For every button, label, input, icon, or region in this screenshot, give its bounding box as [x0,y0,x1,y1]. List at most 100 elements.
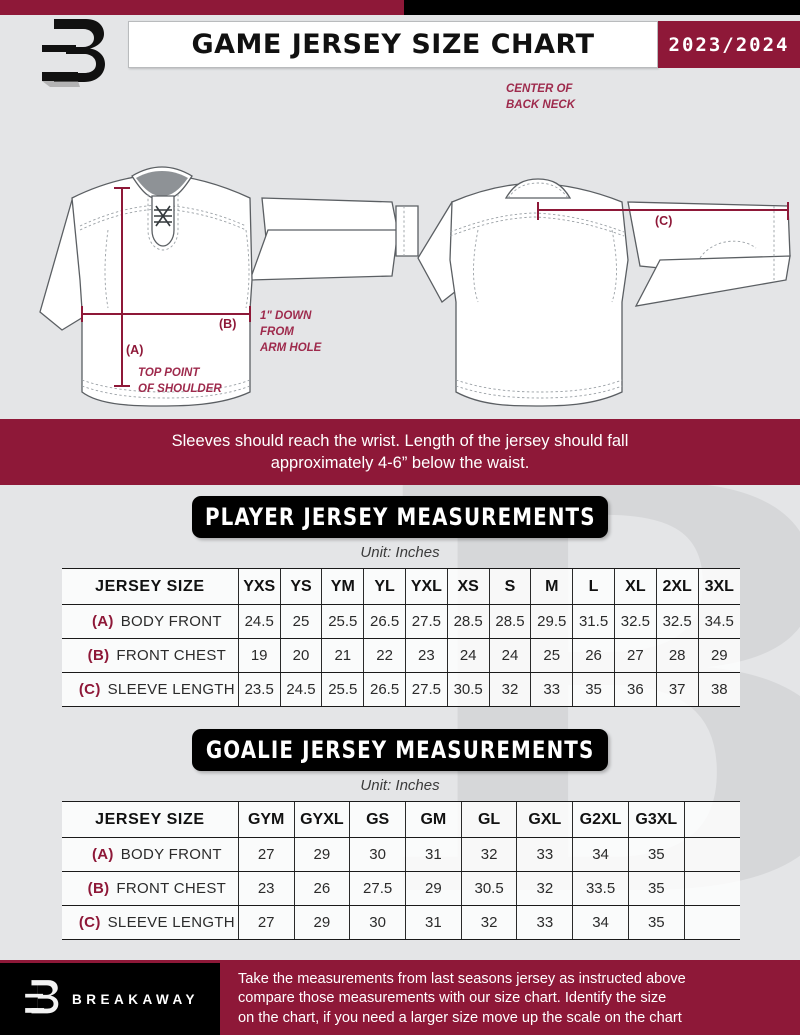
goalie-unit-label: Unit: Inches [360,777,440,794]
measurement-cell: 32 [460,905,517,940]
measurement-row-label: (C) SLEEVE LENGTH [62,905,239,940]
measurement-cell: 31 [405,905,462,940]
footer-instructions: Take the measurements from last seasons … [220,963,800,1035]
measurement-cell: 23.5 [237,672,281,707]
measurement-cell: 35 [627,871,685,906]
measurement-row-label: (C) SLEEVE LENGTH [62,672,239,707]
size-column-header-gym: GYM [237,801,295,838]
measurement-cell: 36 [613,672,657,707]
measurement-row: (B) FRONT CHEST 19 20 21 22 23 24 24 25 26 27 28 29 [62,638,740,673]
measurement-cell: 25 [530,638,573,673]
size-column-header-ym: YM [321,568,364,605]
measurement-row-label: (A) BODY FRONT [62,837,239,872]
measurement-cell: 29 [697,638,740,673]
measurement-cell: 29 [293,905,350,940]
measurement-cell: 27.5 [349,871,406,906]
measurement-marker: (B) [87,647,110,664]
measurement-cell: 30 [349,905,406,940]
player-section: PLAYER JERSEY MEASUREMENTS Unit: Inches … [0,496,800,707]
marker-a-note-1: TOP POINT [138,367,200,379]
measurement-cell: 20 [279,638,322,673]
marker-b-note-1: 1" DOWN [260,310,312,322]
size-column-header-2xl: 2XL [655,568,699,605]
goalie-table-wrap: JERSEY SIZE GYM GYXL GS GM GL GXL G2XL G3XL (A) B… [62,801,740,940]
size-column-header-empty [683,801,740,838]
goalie-section: GOALIE JERSEY MEASUREMENTS Unit: Inches … [0,729,800,940]
measurement-cell: 28.5 [488,604,531,639]
player-section-heading: PLAYER JERSEY MEASUREMENTS [192,496,608,538]
measurement-cell: 33 [530,672,573,707]
dimension-line-b [81,306,251,322]
row-header-label: JERSEY SIZE [62,568,239,605]
size-column-header-3xl: 3XL [697,568,740,605]
size-column-header-yxs: YXS [237,568,281,605]
breakaway-logo-footer-icon [22,975,62,1024]
measurement-row-label: (A) BODY FRONT [62,604,239,639]
measurement-marker: (A) [91,846,114,863]
goalie-table-header-row: JERSEY SIZE GYM GYXL GS GM GL GXL G2XL G3XL [62,801,740,838]
measurement-cell: 33 [516,905,573,940]
size-column-header-g2xl: G2XL [572,801,629,838]
note-line-1: Sleeves should reach the wrist. Length o… [171,431,629,450]
dimension-line-a [114,187,130,387]
measurement-cell: 35 [627,905,685,940]
measurement-cell: 32 [488,672,531,707]
marker-a-label: (A) [126,343,143,357]
measurement-cell: 32.5 [613,604,657,639]
measurement-cell: 25 [279,604,322,639]
measurement-cell: 27 [613,638,657,673]
player-measurement-table: JERSEY SIZE YXS YS YM YL YXL XS S M L XL 2XL 3XL (A)… [62,568,740,707]
size-column-header-gl: GL [460,801,517,838]
measurement-cell: 35 [627,837,685,872]
measurement-cell: 31.5 [572,604,615,639]
size-column-header-xl: XL [613,568,657,605]
measurement-cell: 24.5 [237,604,281,639]
jersey-diagram: .ol{fill:#ffffff;stroke:#5b5f63;stroke-w… [0,80,800,416]
measurement-cell: 38 [697,672,740,707]
goalie-section-heading: GOALIE JERSEY MEASUREMENTS [192,729,608,771]
size-column-header-yxl: YXL [404,568,448,605]
page-title-box: GAME JERSEY SIZE CHART [128,21,658,68]
measurement-cell: 24.5 [279,672,322,707]
measurement-cell: 23 [404,638,448,673]
sleeve-length-note: Sleeves should reach the wrist. Length o… [0,419,800,485]
measurement-cell: 27 [237,905,295,940]
player-table-wrap: JERSEY SIZE YXS YS YM YL YXL XS S M L XL 2XL 3XL (A)… [62,568,740,707]
size-column-header-l: L [572,568,615,605]
jersey-back-illustration [395,178,791,407]
player-heading-text: PLAYER JERSEY MEASUREMENTS [204,503,596,531]
jersey-front-illustration [39,166,399,407]
measurement-cell: 26.5 [363,604,406,639]
measurement-cell: 32 [516,871,573,906]
marker-b-note-3: ARM HOLE [259,342,322,354]
measurement-cell: 32.5 [655,604,699,639]
measurement-cell: 24 [446,638,490,673]
footer-accent-line [0,960,800,963]
size-column-header-g3xl: G3XL [627,801,685,838]
measurement-row-label: (B) FRONT CHEST [62,638,239,673]
measurement-cell: 19 [237,638,281,673]
measurement-cell: 34.5 [697,604,740,639]
row-header-label: JERSEY SIZE [62,801,239,838]
measurement-cell: 29 [405,871,462,906]
back-neck-note-2: BACK NECK [506,99,576,111]
measurement-marker: (C) [78,681,101,698]
top-strip-maroon [0,0,404,15]
dimension-line-c [537,202,789,220]
size-column-header-s: S [488,568,531,605]
measurement-cell: 33.5 [572,871,629,906]
measurement-cell: 28 [655,638,699,673]
measurement-cell: 25.5 [321,672,364,707]
measurement-cell: 23 [237,871,295,906]
measurement-cell [683,871,740,906]
goalie-measurement-table: JERSEY SIZE GYM GYXL GS GM GL GXL G2XL G3XL (A) B… [62,801,740,940]
goalie-heading-text: GOALIE JERSEY MEASUREMENTS [205,736,595,764]
page-footer: BREAKAWAY Take the measurements from las… [0,963,800,1035]
measurement-cell: 26 [572,638,615,673]
size-column-header-gxl: GXL [516,801,573,838]
measurement-cell: 30.5 [460,871,517,906]
size-column-header-m: M [530,568,573,605]
marker-b-note-2: FROM [260,326,294,338]
measurement-cell: 31 [405,837,462,872]
measurement-cell: 30.5 [446,672,490,707]
